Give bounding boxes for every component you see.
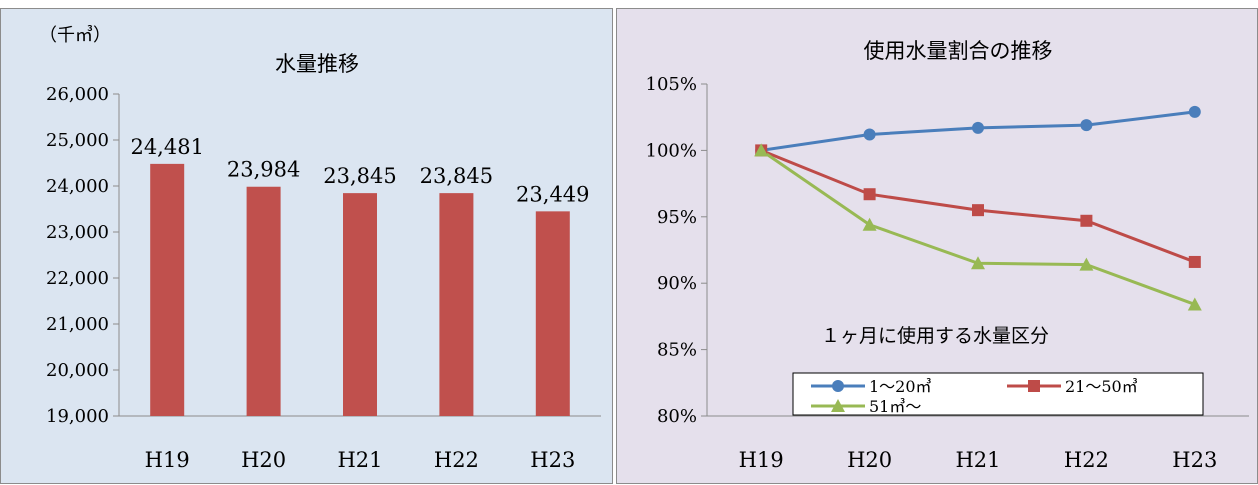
- water-volume-chart-panel: （千㎥） 水量推移 19,000 20,000 21,000 22,000 23,000…: [0, 8, 613, 484]
- data-label: 24,481: [130, 135, 203, 159]
- x-tick-label: H23: [530, 448, 575, 472]
- series-point: [862, 217, 877, 231]
- y-tick-label: 26,000: [46, 84, 109, 105]
- x-tick-label: H20: [241, 448, 286, 472]
- series-line: [760, 149, 1196, 306]
- y-tick-label: 90%: [657, 273, 697, 294]
- x-tick-label: H21: [337, 448, 382, 472]
- series-point: [1079, 257, 1094, 271]
- y-tick-label: 100%: [646, 140, 697, 161]
- data-label: 23,449: [516, 182, 589, 206]
- legend-label: 1〜20㎥: [869, 377, 932, 396]
- legend: 1〜20㎥ 21〜50㎥ 51㎥〜: [792, 372, 1204, 416]
- chart-title: 水量推移: [275, 52, 359, 76]
- series-point: [1188, 255, 1201, 268]
- series-point: [971, 256, 985, 270]
- y-tick-label: 25,000: [46, 130, 109, 151]
- y-tick-label: 24,000: [46, 176, 109, 197]
- series-point: [1188, 105, 1201, 118]
- series-point: [972, 121, 984, 134]
- y-tick-label: 22,000: [46, 268, 109, 289]
- series-point: [754, 143, 769, 157]
- x-tick-label: H19: [145, 448, 190, 472]
- y-tick-label: 95%: [657, 207, 697, 228]
- legend-marker: [831, 399, 845, 412]
- x-tick-label: H22: [434, 448, 479, 472]
- y-tick-label: 105%: [646, 74, 697, 95]
- y-tick-label: 80%: [657, 406, 697, 427]
- legend-label: 21〜50㎥: [1065, 377, 1138, 396]
- water-volume-bar-chart: （千㎥） 水量推移 19,000 20,000 21,000 22,000 23,000…: [39, 25, 601, 472]
- usage-ratio-chart-panel: 使用水量割合の推移 １ヶ月に使用する水量区分 80% 85% 90% 95% 100% 1…: [616, 8, 1258, 484]
- series-point: [972, 204, 984, 217]
- chart-annotation: １ヶ月に使用する水量区分: [821, 325, 1049, 347]
- legend-marker: [832, 380, 844, 392]
- series-point: [1187, 297, 1202, 311]
- y-tick-label: 21,000: [46, 314, 109, 335]
- series-point: [1080, 214, 1093, 227]
- x-tick-label: H23: [1172, 448, 1217, 472]
- legend-marker: [1028, 380, 1040, 392]
- series-point: [863, 188, 876, 201]
- y-tick-label: 19,000: [46, 406, 109, 427]
- legend-box: [792, 372, 1204, 416]
- usage-ratio-line-chart: 使用水量割合の推移 １ヶ月に使用する水量区分 80% 85% 90% 95% 100% 1…: [646, 39, 1249, 472]
- y-tick-label: 85%: [657, 340, 697, 361]
- y-tick-label: 20,000: [46, 360, 109, 381]
- unit-label: （千㎥）: [39, 25, 111, 46]
- data-label: 23,984: [227, 158, 300, 182]
- x-tick-label: H21: [955, 448, 1000, 472]
- y-tick-label: 23,000: [46, 222, 109, 243]
- data-label: 23,845: [420, 164, 493, 188]
- bar: [246, 186, 281, 416]
- bar: [535, 211, 570, 416]
- bar: [439, 193, 474, 416]
- series-point: [863, 128, 876, 141]
- x-tick-label: H19: [739, 448, 784, 472]
- series-point: [1080, 119, 1093, 132]
- bar: [343, 193, 377, 416]
- data-label: 23,845: [323, 164, 396, 188]
- x-tick-label: H22: [1064, 448, 1109, 472]
- x-tick-label: H20: [847, 448, 892, 472]
- chart-title: 使用水量割合の推移: [864, 39, 1053, 63]
- bar: [150, 163, 185, 416]
- legend-label: 51㎥〜: [869, 397, 921, 416]
